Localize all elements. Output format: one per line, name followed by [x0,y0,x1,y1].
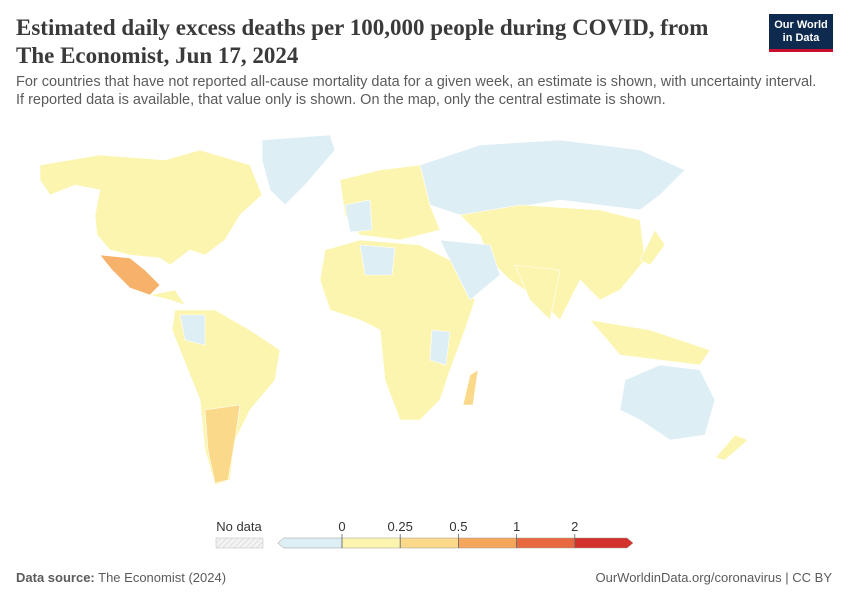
legend-bin[interactable] [341,537,401,549]
russia[interactable] [419,139,686,216]
mexico[interactable] [99,254,161,296]
central-africa[interactable] [429,329,451,366]
western-europe[interactable] [344,199,373,233]
title: Estimated daily excess deaths per 100,00… [16,15,709,68]
legend-tick-label: 0 [338,519,345,534]
southeast-asia[interactable] [589,319,711,366]
footer-link[interactable]: OurWorldinData.org/coronavirus | CC BY [595,570,832,585]
source-label: Data source: [16,570,95,585]
legend-tick-label: 0.25 [388,519,413,534]
japan[interactable] [639,229,666,266]
legend-tick-label: 0.5 [449,519,467,534]
africa[interactable] [319,239,476,421]
madagascar[interactable] [462,369,479,406]
legend: No data 0 0.25 0.5 1 2 [215,519,634,549]
footer-source: Data source: The Economist (2024) [16,570,226,585]
legend-bin[interactable] [399,537,459,549]
middle-east[interactable] [439,239,501,301]
logo-line: in Data [782,32,820,44]
legend-no-data-label: No data [216,519,262,534]
logo[interactable]: Our World in Data [769,14,833,52]
south-america[interactable] [171,309,281,486]
legend-no-data-swatch [215,537,264,549]
legend-bin[interactable] [516,537,576,549]
new-zealand[interactable] [714,434,749,461]
source: The Economist (2024) [98,570,227,585]
legend-bin[interactable] [458,537,517,549]
central-america[interactable] [149,289,186,306]
argentina[interactable] [204,404,241,484]
north-africa[interactable] [359,244,396,276]
logo-line: Our World [774,19,828,31]
legend-bin[interactable] [277,537,343,549]
subtitle: For countries that have not reported all… [16,74,817,108]
world-map [39,134,749,486]
legend-tick-label: 2 [571,519,578,534]
india[interactable] [514,264,561,321]
northern-south-america[interactable] [179,314,206,346]
australia[interactable] [619,364,716,441]
greenland[interactable] [261,134,336,206]
legend-bin[interactable] [574,537,634,549]
north-america[interactable] [39,149,263,266]
legend-tick-label: 1 [513,519,520,534]
